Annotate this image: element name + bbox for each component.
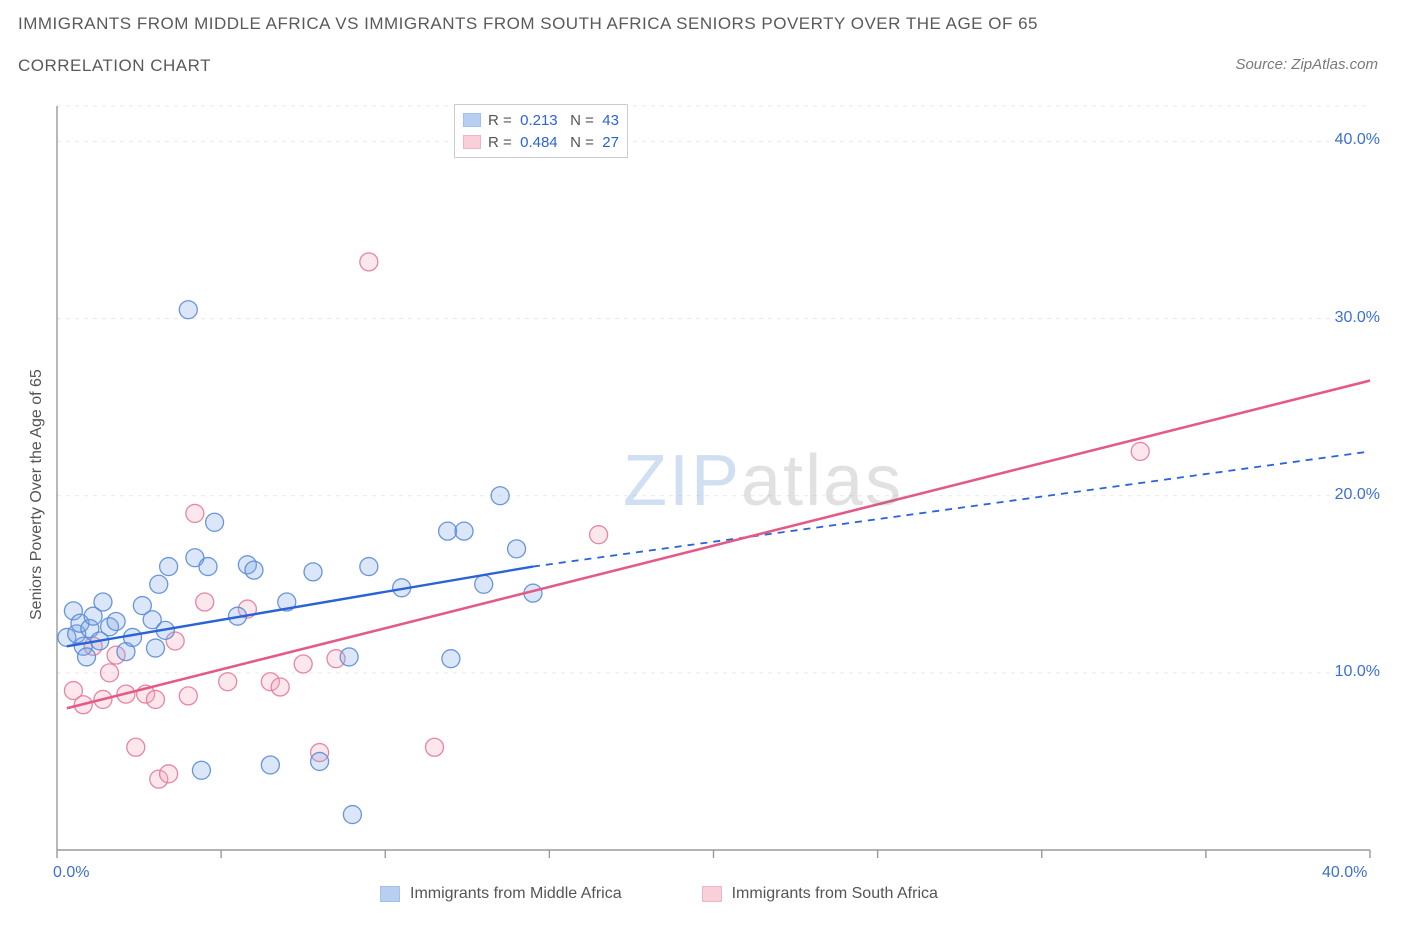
legend-series: Immigrants from Middle Africa Immigrants …: [380, 885, 938, 903]
legend-swatch: [380, 886, 400, 902]
y-tick-label: 10.0%: [1310, 663, 1380, 681]
source-label: Source: ZipAtlas.com: [1235, 56, 1378, 73]
legend-series-label: Immigrants from South Africa: [732, 885, 938, 903]
y-tick-label: 40.0%: [1310, 131, 1380, 149]
legend-stats-row: R = 0.213 N = 43: [463, 109, 619, 131]
legend-stats: R = 0.213 N = 43 R = 0.484 N = 27: [454, 104, 628, 158]
legend-stats-row: R = 0.484 N = 27: [463, 131, 619, 153]
chart-container: IMMIGRANTS FROM MIDDLE AFRICA VS IMMIGRA…: [0, 0, 1406, 930]
legend-series-label: Immigrants from Middle Africa: [410, 885, 622, 903]
y-tick-label: 20.0%: [1310, 486, 1380, 504]
title-line-1: IMMIGRANTS FROM MIDDLE AFRICA VS IMMIGRA…: [18, 14, 1038, 34]
x-tick-label: 40.0%: [1322, 864, 1367, 882]
legend-swatch: [702, 886, 722, 902]
scatter-plot: [47, 100, 1380, 880]
title-line-2: CORRELATION CHART: [18, 56, 211, 76]
legend-swatch: [463, 135, 481, 149]
legend-swatch: [463, 113, 481, 127]
legend-stats-text: R = 0.213 N = 43: [488, 112, 619, 129]
x-tick-label: 0.0%: [53, 864, 89, 882]
y-tick-label: 30.0%: [1310, 309, 1380, 327]
legend-stats-text: R = 0.484 N = 27: [488, 134, 619, 151]
y-axis-title: Seniors Poverty Over the Age of 65: [28, 369, 46, 620]
